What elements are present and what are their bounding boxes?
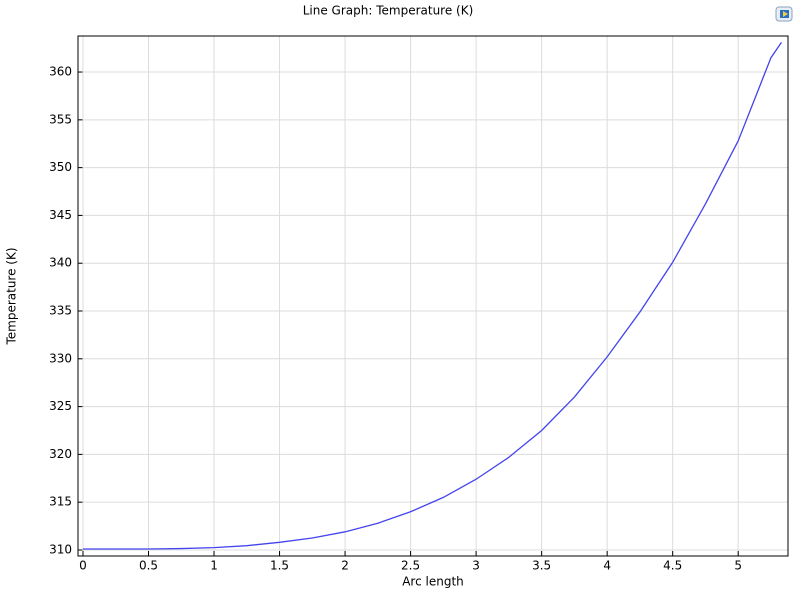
y-tick-label: 345 bbox=[49, 208, 72, 222]
x-tick-label: 1.5 bbox=[270, 559, 289, 573]
y-tick-label: 335 bbox=[49, 304, 72, 318]
plot-frame bbox=[77, 35, 789, 557]
x-tick-label: 3.5 bbox=[532, 559, 551, 573]
x-tick-label: 0.5 bbox=[139, 559, 158, 573]
x-tick-label: 4.5 bbox=[663, 559, 682, 573]
y-tick-label: 360 bbox=[49, 65, 72, 79]
y-tick-label: 320 bbox=[49, 447, 72, 461]
x-tick-label: 2 bbox=[341, 559, 349, 573]
y-axis-label: Temperature (K) bbox=[5, 247, 19, 345]
y-tick-label: 350 bbox=[49, 160, 72, 174]
y-tick-label: 330 bbox=[49, 351, 72, 365]
y-tick-label: 325 bbox=[49, 399, 72, 413]
chart-title: Line Graph: Temperature (K) bbox=[303, 4, 474, 18]
x-tick-label: 5 bbox=[734, 559, 742, 573]
x-axis-label: Arc length bbox=[402, 575, 464, 589]
y-tick-label: 355 bbox=[49, 112, 72, 126]
x-tick-label: 2.5 bbox=[401, 559, 420, 573]
y-tick-label: 340 bbox=[49, 256, 72, 270]
y-tick-label: 310 bbox=[49, 542, 72, 556]
x-tick-label: 1 bbox=[210, 559, 218, 573]
y-tick-label: 315 bbox=[49, 495, 72, 509]
x-tick-label: 4 bbox=[603, 559, 611, 573]
data-line bbox=[82, 42, 782, 550]
x-tick-label: 3 bbox=[472, 559, 480, 573]
x-tick-label: 0 bbox=[79, 559, 87, 573]
export-icon[interactable] bbox=[775, 6, 793, 22]
